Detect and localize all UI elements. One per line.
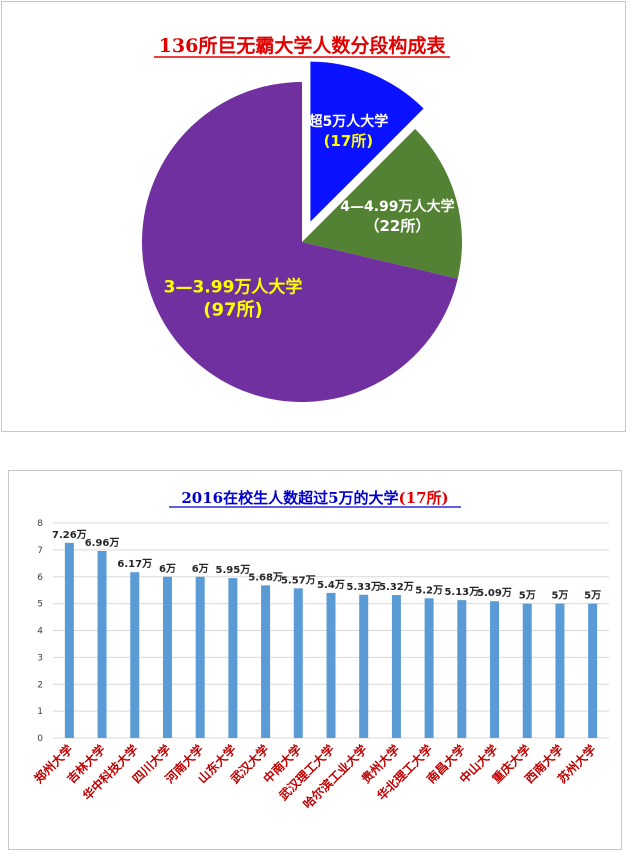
bar: [490, 601, 500, 738]
y-tick-label: 8: [37, 519, 43, 529]
pie-slice-count-label: (17所): [324, 132, 374, 150]
bar-data-label: 5.95万: [216, 564, 251, 576]
y-tick-label: 0: [37, 734, 43, 744]
bar-data-label: 5.09万: [477, 587, 512, 599]
bar: [359, 594, 369, 738]
bar-data-label: 5万: [551, 590, 568, 602]
bar-data-label: 6.96万: [85, 537, 120, 549]
bar-chart-panel: 2016在校生人数超过5万的大学(17所) 0 1 2 3 4 5 6 7 8 7.26万 6.9…: [8, 470, 622, 850]
pie-chart-title: 136所巨无霸大学人数分段构成表: [159, 34, 447, 57]
pie-slice-label: 4—4.99万人大学: [340, 198, 454, 215]
y-tick-label: 1: [37, 707, 43, 717]
y-tick-label: 5: [37, 600, 43, 610]
bar-data-label: 6万: [192, 563, 209, 575]
bar: [195, 576, 205, 738]
bar-data-label: 5万: [519, 590, 536, 602]
pie-slice-label: 3—3.99万人大学: [164, 277, 303, 298]
pie-slice-label: 超5万人大学: [308, 113, 389, 130]
bar-chart-title: 2016在校生人数超过5万的大学(17所): [181, 489, 448, 507]
bar-data-label: 5.2万: [415, 584, 443, 596]
pie-chart-panel: 136所巨无霸大学人数分段构成表 超5万人大学 (17所) 4—4.99万人大学 （2…: [1, 1, 626, 432]
bar-data-label: 6万: [159, 563, 176, 575]
bar: [162, 576, 172, 738]
bar: [261, 585, 271, 738]
pie-slice: [302, 128, 462, 279]
y-tick-label: 4: [37, 627, 43, 637]
bar-chart: 2016在校生人数超过5万的大学(17所) 0 1 2 3 4 5 6 7 8 7.26万6.9…: [31, 489, 609, 812]
bar: [64, 542, 74, 738]
bar: [424, 598, 434, 738]
bar-data-label: 5.4万: [317, 579, 345, 591]
bar: [228, 578, 238, 738]
bar: [555, 603, 565, 738]
pie-slice: [310, 61, 424, 222]
bar: [391, 595, 401, 738]
bar-data-label: 6.17万: [117, 558, 152, 570]
bar-chart-title-suffix: (17所): [399, 489, 449, 507]
bar: [457, 600, 467, 738]
y-tick-label: 6: [37, 573, 43, 583]
bar: [522, 603, 532, 738]
pie-slice-count-label: (97所): [203, 300, 263, 321]
bar-data-label: 5.68万: [248, 571, 283, 583]
bar: [326, 592, 336, 738]
pie-slice: [142, 82, 458, 402]
bar-data-label: 5.57万: [281, 574, 316, 586]
y-tick-label: 2: [37, 680, 43, 690]
bar: [97, 550, 107, 738]
bar-data-label: 7.26万: [52, 529, 87, 541]
bar-data-label: 5.33万: [346, 581, 381, 593]
bar-data-label: 5万: [584, 590, 601, 602]
bar-chart-title-main: 2016在校生人数超过5万的大学: [181, 489, 398, 507]
y-tick-label: 3: [37, 653, 43, 663]
bar-data-label: 5.32万: [379, 581, 414, 593]
pie-slice-count-label: （22所）: [364, 217, 430, 235]
y-tick-label: 7: [37, 546, 43, 556]
bar-data-label: 5.13万: [444, 586, 479, 598]
pie-chart: 136所巨无霸大学人数分段构成表 超5万人大学 (17所) 4—4.99万人大学 （2…: [142, 34, 462, 402]
bar: [588, 603, 598, 738]
bar: [293, 588, 303, 738]
bar: [130, 572, 140, 738]
